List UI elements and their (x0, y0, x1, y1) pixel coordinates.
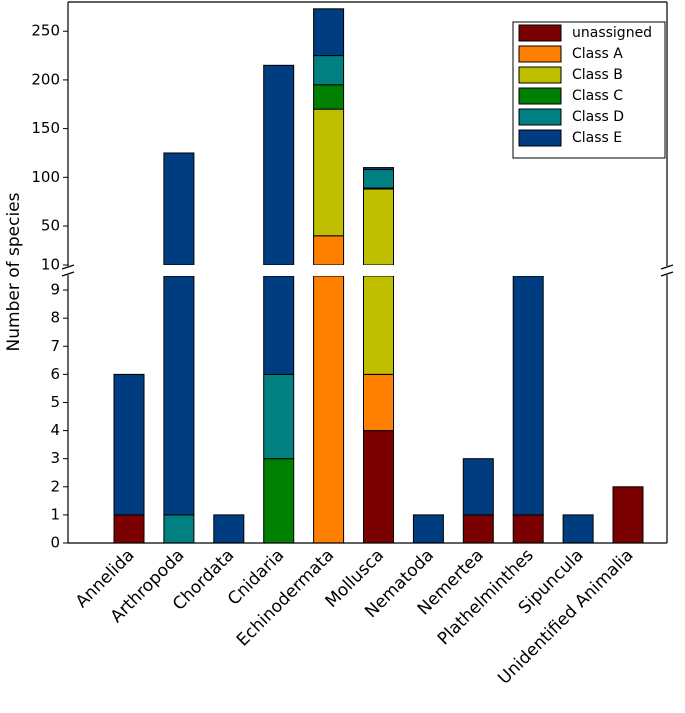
bar-segment (462, 514, 494, 544)
y-tick-label: 150 (31, 119, 60, 137)
legend-swatch (518, 129, 562, 147)
bar-segment (363, 430, 394, 544)
bar-segment (113, 514, 145, 544)
bar-segment (263, 276, 295, 375)
bar-segment (313, 235, 345, 265)
bar-segment (512, 276, 544, 516)
y-tick-label: 2 (50, 477, 60, 495)
bar-segment (363, 276, 394, 375)
y-tick-label: 100 (31, 168, 60, 186)
y-tick-label: 0 (50, 534, 60, 552)
y-tick-label: 9 (50, 281, 60, 299)
bar-segment (612, 486, 644, 544)
bar-segment (263, 458, 295, 544)
bar-segment (363, 167, 394, 171)
legend-label: Class C (572, 88, 623, 104)
legend-label: Class B (572, 67, 623, 83)
legend-label: Class A (572, 46, 623, 62)
bar-segment (313, 108, 345, 237)
y-tick-label: 250 (31, 22, 60, 40)
bar-segment (313, 84, 345, 110)
bar-segment (163, 276, 195, 516)
y-axis-label: Number of species (4, 192, 24, 351)
bar-segment (462, 458, 494, 516)
bar-segment (163, 152, 195, 265)
y-tick-label: 50 (41, 217, 60, 235)
bar-segment (263, 373, 295, 460)
y-tick-label: 7 (50, 337, 60, 355)
frame (61, 1, 674, 544)
bar-segment (263, 64, 295, 265)
bar-segment (163, 514, 195, 544)
legend-label: Class D (572, 109, 624, 125)
legend-label: Class E (572, 130, 622, 146)
y-tick-label: 1 (50, 505, 60, 523)
y-tick-label: 8 (50, 309, 60, 327)
y-tick-label: 10 (41, 256, 60, 274)
legend-swatch (518, 87, 562, 105)
bar-segment (363, 169, 394, 189)
bar-segment (412, 514, 444, 544)
bar-segment (363, 373, 394, 432)
legend-label: unassigned (572, 25, 652, 41)
bars (113, 8, 644, 544)
bar-segment (313, 8, 345, 57)
bar-segment (562, 514, 594, 544)
bar-segment (512, 514, 544, 544)
y-tick-label: 200 (31, 70, 60, 88)
legend-swatch (518, 24, 562, 42)
legend-swatch (518, 66, 562, 84)
bar-segment (363, 188, 394, 265)
y-tick-label: 4 (50, 421, 60, 439)
bar-segment (313, 55, 345, 86)
bar-segment (313, 276, 345, 544)
y-tick-label: 3 (50, 449, 60, 467)
bar-segment (113, 373, 145, 516)
y-tick-label: 6 (50, 365, 60, 383)
legend-swatch (518, 45, 562, 63)
bar-segment (213, 514, 245, 544)
legend-swatch (518, 108, 562, 126)
y-tick-label: 5 (50, 393, 60, 411)
